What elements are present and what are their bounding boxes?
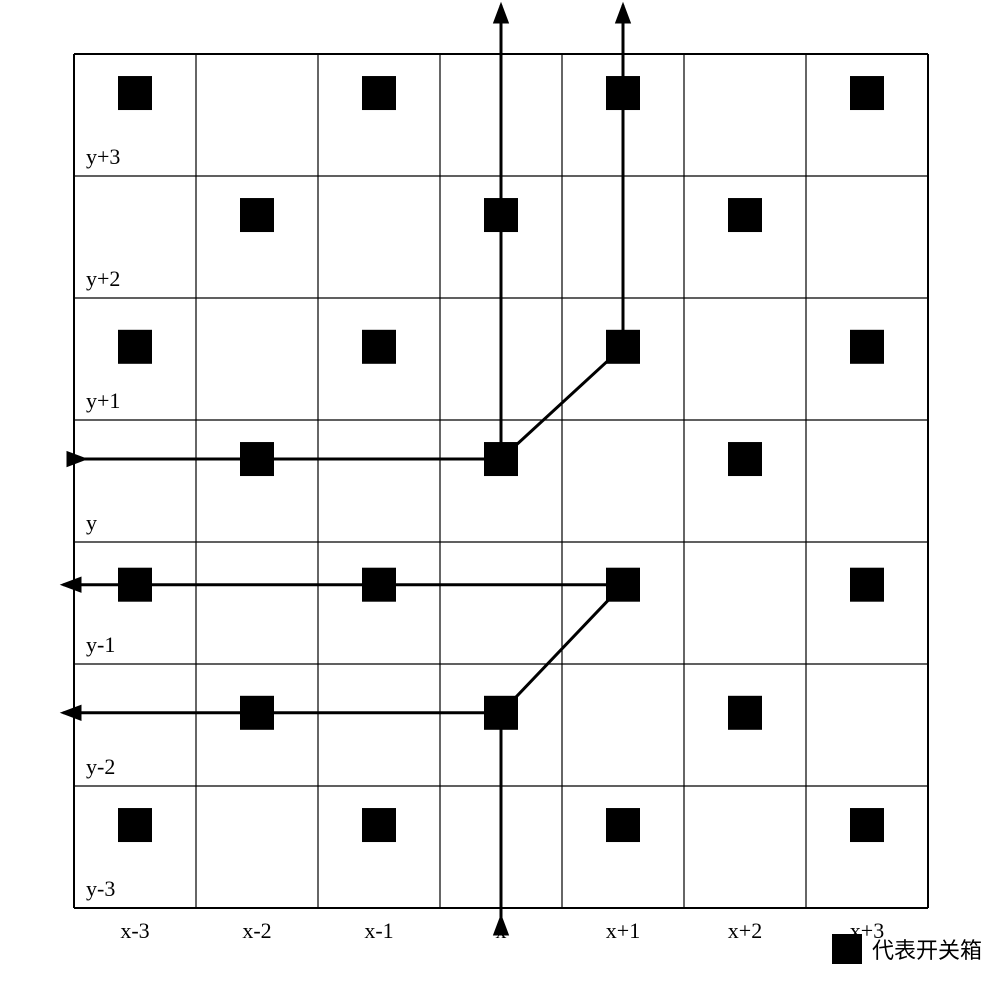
- switch-box: [728, 696, 762, 730]
- switch-box: [606, 330, 640, 364]
- y-axis-label: y-1: [86, 632, 115, 657]
- x-axis-label: x-2: [242, 918, 271, 943]
- x-axis-label: x-3: [120, 918, 149, 943]
- switch-box: [240, 442, 274, 476]
- y-axis-label: y-3: [86, 876, 115, 901]
- switch-box: [728, 198, 762, 232]
- switch-box: [362, 808, 396, 842]
- switch-box: [850, 808, 884, 842]
- switch-box: [118, 808, 152, 842]
- switch-box: [362, 568, 396, 602]
- legend-text: 代表开关箱: [872, 938, 982, 963]
- switch-box: [728, 442, 762, 476]
- legend-box-icon: [832, 934, 862, 964]
- switch-box: [240, 696, 274, 730]
- switch-box: [606, 808, 640, 842]
- y-axis-label: y+1: [86, 388, 120, 413]
- switch-box: [850, 568, 884, 602]
- x-axis-label: x+1: [606, 918, 640, 943]
- diagram-svg: x-3x-2x-1xx+1x+2x+3y+3y+2y+1yy-1y-2y-3代表…: [0, 0, 988, 1000]
- x-axis-label: x+2: [728, 918, 762, 943]
- switch-box: [118, 330, 152, 364]
- switch-box: [484, 442, 518, 476]
- switch-box: [118, 76, 152, 110]
- y-axis-label: y+2: [86, 266, 120, 291]
- switch-box: [362, 76, 396, 110]
- switch-box: [606, 76, 640, 110]
- axis-labels: x-3x-2x-1xx+1x+2x+3y+3y+2y+1yy-1y-2y-3: [86, 144, 884, 943]
- y-axis-label: y: [86, 510, 97, 535]
- switch-box: [850, 330, 884, 364]
- switch-box: [362, 330, 396, 364]
- y-axis-label: y+3: [86, 144, 120, 169]
- connection-paths: [64, 6, 629, 934]
- switch-box: [606, 568, 640, 602]
- switch-box: [240, 198, 274, 232]
- legend: 代表开关箱: [832, 934, 982, 964]
- switch-box: [850, 76, 884, 110]
- switch-box: [484, 198, 518, 232]
- x-axis-label: x-1: [364, 918, 393, 943]
- switch-box: [484, 696, 518, 730]
- y-axis-label: y-2: [86, 754, 115, 779]
- switch-box: [118, 568, 152, 602]
